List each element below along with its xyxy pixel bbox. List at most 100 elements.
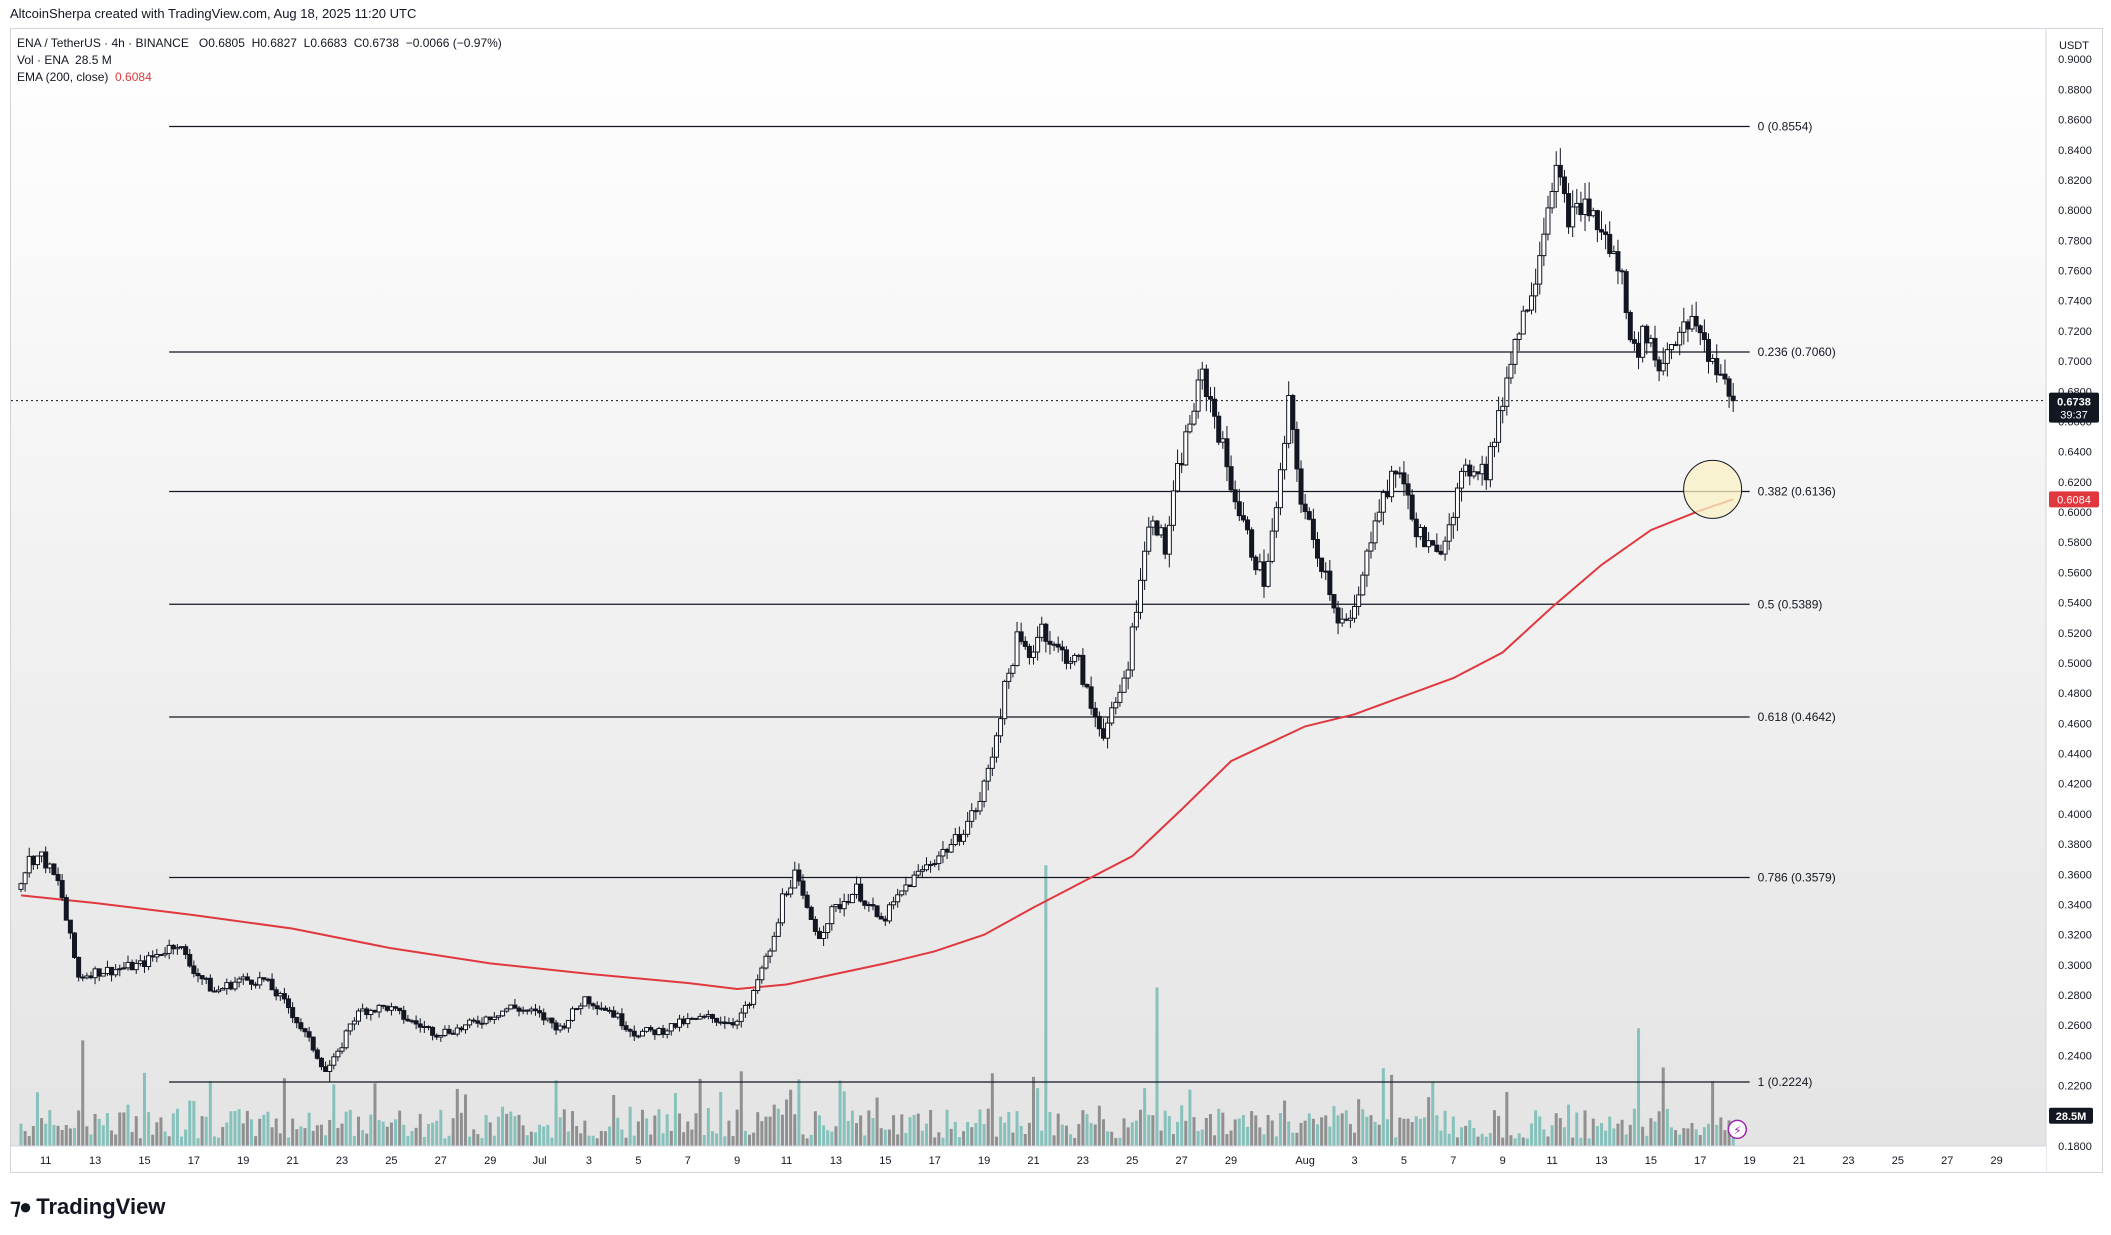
volume-bar	[566, 1131, 570, 1146]
volume-bar	[608, 1126, 612, 1146]
volume-bar	[163, 1131, 167, 1146]
candle	[1644, 324, 1650, 355]
candle	[310, 1036, 316, 1053]
volume-bar	[1538, 1116, 1542, 1146]
volume-bar	[221, 1127, 225, 1146]
candle	[1652, 325, 1658, 368]
volume-bar	[1237, 1118, 1241, 1146]
volume-bar	[282, 1078, 286, 1146]
plot-background	[11, 29, 2046, 1146]
price-tick-label: 0.4600	[2058, 718, 2092, 730]
volume-bar	[1036, 1088, 1040, 1146]
volume-bar	[1715, 1124, 1719, 1146]
volume-bar	[908, 1117, 912, 1146]
volume-bar	[348, 1109, 352, 1146]
volume-bar	[785, 1099, 789, 1146]
candle	[1496, 396, 1502, 453]
volume-bar	[1077, 1124, 1081, 1146]
candle	[1092, 701, 1098, 728]
volume-bar	[1439, 1130, 1443, 1146]
candle	[1010, 663, 1016, 678]
price-axis[interactable]: USDT0.18000.20000.22000.24000.26000.2800…	[2045, 29, 2103, 1173]
candle	[1730, 383, 1736, 412]
candle	[891, 896, 897, 910]
candle	[306, 1026, 312, 1042]
tradingview-branding[interactable]: ⁊● TradingView	[10, 1190, 165, 1224]
candle	[1368, 531, 1374, 559]
legend-volume-row[interactable]: Vol · ENA 28.5 M	[17, 52, 502, 69]
candle	[1146, 517, 1152, 555]
volume-bar	[904, 1132, 908, 1146]
volume-bar	[1139, 1109, 1143, 1146]
time-tick-label: 23	[1077, 1155, 1089, 1167]
price-tick-label: 0.2800	[2058, 990, 2092, 1002]
volume-bar	[1254, 1115, 1258, 1146]
candle	[1232, 480, 1238, 510]
candle	[1500, 397, 1506, 424]
volume-bar	[1159, 1130, 1163, 1146]
volume-bar	[1472, 1127, 1476, 1146]
tradingview-brand-text: TradingView	[36, 1194, 166, 1219]
volume-bar	[1229, 1130, 1233, 1146]
volume-bar	[1558, 1118, 1562, 1146]
volume-bar	[1332, 1106, 1336, 1146]
volume-bar	[1196, 1131, 1200, 1146]
volume-bar	[118, 1112, 122, 1146]
candle	[1302, 494, 1308, 520]
volume-bar	[44, 1123, 48, 1146]
candle	[1207, 387, 1213, 413]
volume-bar	[789, 1089, 793, 1146]
volume-bar	[1707, 1123, 1710, 1146]
time-axis[interactable]: 11 13 15 17 19 21 23 25 27 29 Jul 3 5 7 9 11 13 15 17 19 21 2…	[11, 1145, 2046, 1173]
candle	[1405, 474, 1411, 510]
volume-bar	[896, 1134, 900, 1146]
volume-bar	[1311, 1118, 1315, 1146]
volume-bar	[447, 1135, 451, 1146]
volume-bar	[422, 1136, 426, 1146]
candle	[965, 812, 971, 838]
candle	[664, 1028, 670, 1039]
volume-bar	[381, 1121, 385, 1146]
legend-symbol[interactable]: ENA / TetherUS · 4h · BINANCE	[17, 36, 189, 50]
chart-frame[interactable]: 0 (0.8554) 0.236 (0.7060) 0.382 (0.6136) 0.…	[10, 28, 2103, 1173]
candle	[1216, 411, 1222, 446]
fibonacci-retracement[interactable]: 0 (0.8554) 0.236 (0.7060) 0.382 (0.6136) 0.…	[169, 120, 1836, 1089]
current-price-value: 0.6738	[2057, 397, 2091, 409]
volume-bar	[40, 1118, 44, 1146]
candle	[1347, 609, 1353, 628]
volume-bar	[1460, 1127, 1464, 1146]
time-tick-label: 29	[1225, 1155, 1237, 1167]
volume-bar	[472, 1129, 476, 1146]
candle	[298, 1018, 304, 1032]
volume-bar	[1468, 1120, 1472, 1146]
volume-bar	[739, 1071, 743, 1146]
volume-bar	[571, 1111, 575, 1146]
candle	[582, 996, 588, 1007]
volume-bar	[1114, 1138, 1118, 1146]
candle	[1459, 467, 1465, 502]
volume-bar	[1525, 1138, 1529, 1146]
candle	[870, 897, 876, 911]
price-chart[interactable]: 0 (0.8554) 0.236 (0.7060) 0.382 (0.6136) 0.…	[11, 29, 2103, 1173]
volume-bar	[1320, 1117, 1324, 1146]
volume-bar	[867, 1110, 871, 1146]
volume-bar	[1225, 1134, 1229, 1146]
candle	[187, 948, 193, 968]
candle	[1162, 523, 1168, 560]
lightning-icon[interactable]	[1727, 1119, 1748, 1140]
volume-bar	[299, 1126, 303, 1146]
volume-bar	[1089, 1123, 1093, 1146]
price-tick-label: 0.5800	[2058, 537, 2092, 549]
candle	[998, 708, 1004, 743]
volume-bar	[1303, 1120, 1307, 1146]
volume-bar	[311, 1130, 315, 1146]
volume-bar	[1665, 1108, 1669, 1146]
legend-low: 0.6683	[310, 36, 348, 50]
volume-bar	[291, 1118, 295, 1146]
legend-ema-row[interactable]: EMA (200, close) 0.6084	[17, 69, 502, 86]
volume-bar	[501, 1106, 505, 1146]
volume-bar	[1003, 1122, 1007, 1146]
highlight-circle[interactable]	[1683, 459, 1743, 519]
candle	[899, 890, 905, 897]
volume-bar	[414, 1127, 418, 1146]
